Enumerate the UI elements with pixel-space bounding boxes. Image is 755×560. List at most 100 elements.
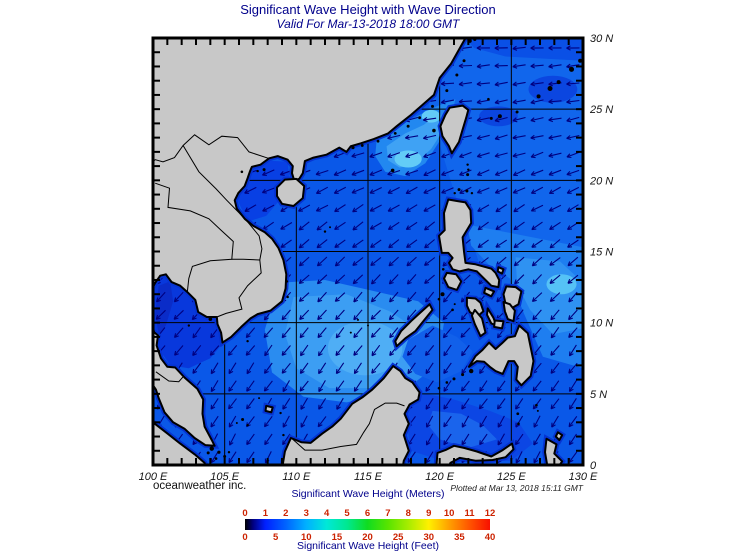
islet [535, 403, 538, 407]
islet [465, 189, 469, 193]
islet [376, 139, 380, 143]
lon-label: 115 E [354, 471, 383, 483]
lon-label: 105 E [210, 471, 239, 483]
islet [440, 292, 445, 297]
islet [214, 457, 218, 460]
land-masbate [483, 286, 496, 298]
land-sumatra [153, 421, 207, 465]
islet [517, 422, 520, 426]
lon-label: 125 E [497, 471, 526, 483]
colorbar-tick-feet: 20 [362, 532, 373, 543]
land-panay [465, 296, 485, 318]
islet [285, 280, 289, 283]
islet [441, 267, 445, 271]
border-vietnam-laos [182, 145, 263, 261]
islet [227, 450, 231, 454]
lat-label: 15 N [590, 247, 613, 259]
land-borneo [281, 365, 421, 465]
land-sulawesi [435, 442, 515, 465]
colorbar-tick-meters: 4 [324, 508, 330, 519]
islet [235, 422, 238, 425]
land-mindanao [468, 324, 535, 387]
islet [323, 230, 327, 233]
lon-label: 100 E [139, 471, 168, 483]
lat-label: 0 [590, 460, 597, 472]
colorbar-tick-feet: 25 [393, 532, 404, 543]
lon-label: 120 E [425, 471, 454, 483]
lat-label: 20 N [589, 175, 613, 187]
land-negros [470, 308, 487, 338]
islet [497, 114, 502, 119]
islet [390, 168, 395, 173]
lat-label: 5 N [590, 389, 607, 401]
land-palawan [394, 303, 434, 348]
colorbar-tick-meters: 5 [344, 508, 350, 519]
valid-time-subtitle: Valid For Mar-13-2018 18:00 GMT [276, 17, 460, 31]
islet [536, 409, 539, 412]
lon-label: 130 E [569, 471, 598, 483]
sea-region-celebes-light [428, 410, 497, 448]
islet [437, 386, 441, 390]
islet [466, 173, 470, 177]
islet [432, 128, 436, 133]
page-title: Significant Wave Height with Wave Direct… [240, 2, 496, 17]
islet [453, 303, 456, 306]
colorbar-tick-feet: 5 [273, 532, 279, 543]
land-luzon [438, 198, 501, 289]
colorbar: 0 1 2 3 4 5 6 7 8 9 10 11 120 5 10 15 20 25 30 35 40 [242, 508, 495, 543]
colorbar-tick-meters: 2 [283, 508, 288, 519]
islet [578, 58, 583, 63]
islet [469, 368, 474, 374]
islet [470, 191, 474, 195]
islet [547, 86, 553, 92]
islet [367, 324, 369, 327]
plotted-timestamp: Plotted at Mar 13, 2018 15:11 GMT [450, 483, 583, 493]
border-thailand-malaysia [155, 371, 184, 383]
islet [515, 110, 519, 114]
islet [262, 168, 266, 172]
lat-label: 25 N [589, 104, 613, 116]
islet [431, 104, 434, 108]
islet [455, 73, 459, 77]
sea-region-ryukyu-dark-1 [528, 75, 578, 103]
islet [209, 446, 214, 451]
islet [437, 297, 441, 301]
colorbar-tick-meters: 8 [406, 508, 411, 519]
islet [452, 377, 456, 381]
colorbar-tick-feet: 35 [454, 532, 465, 543]
islet [208, 317, 213, 321]
colorbar-tick-meters: 3 [304, 508, 309, 519]
land-malay-peninsula [153, 330, 216, 447]
islet [356, 318, 359, 321]
land-halmahera [544, 437, 564, 465]
colorbar-tick-meters: 1 [263, 508, 269, 519]
colorbar-tick-feet: 0 [242, 532, 247, 543]
land-mindoro [443, 271, 463, 291]
lat-label: 30 N [590, 33, 613, 45]
islet [406, 124, 410, 128]
colorbar-tick-meters: 10 [444, 508, 455, 519]
islet [516, 412, 520, 416]
land-leyte [502, 301, 516, 323]
lon-label: 110 E [282, 471, 311, 483]
colorbar-title-meters: Significant Wave Height (Meters) [291, 488, 445, 500]
islet [349, 331, 352, 334]
land-mainland-asia [153, 38, 467, 344]
islet [445, 381, 449, 384]
islet [279, 411, 282, 415]
islet [445, 89, 449, 93]
islet [241, 417, 245, 421]
border-laos-cambodia [231, 258, 260, 261]
colorbar-tick-meters: 0 [242, 508, 247, 519]
colorbar-gradient [245, 519, 490, 530]
islet [246, 423, 249, 427]
colorbar-tick-feet: 40 [485, 532, 496, 543]
colorbar-tick-feet: 30 [423, 532, 434, 543]
islet [569, 66, 575, 72]
islet [467, 168, 470, 171]
islet [240, 170, 244, 174]
islet [246, 339, 249, 343]
colorbar-tick-feet: 10 [301, 532, 312, 543]
colorbar-tick-feet: 15 [332, 532, 343, 543]
